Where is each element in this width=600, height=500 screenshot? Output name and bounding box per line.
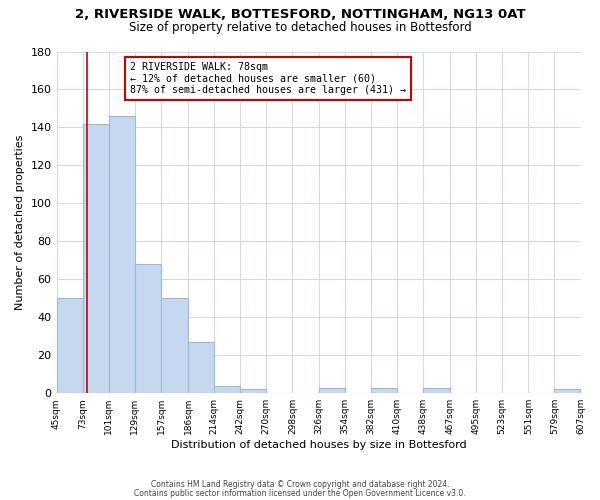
Bar bbox=[135, 264, 161, 393]
Bar bbox=[371, 388, 397, 393]
Bar bbox=[188, 342, 214, 393]
Bar bbox=[109, 116, 135, 393]
Bar bbox=[423, 388, 450, 393]
Y-axis label: Number of detached properties: Number of detached properties bbox=[15, 134, 25, 310]
Bar bbox=[214, 386, 240, 393]
Text: 2, RIVERSIDE WALK, BOTTESFORD, NOTTINGHAM, NG13 0AT: 2, RIVERSIDE WALK, BOTTESFORD, NOTTINGHA… bbox=[74, 8, 526, 20]
X-axis label: Distribution of detached houses by size in Bottesford: Distribution of detached houses by size … bbox=[171, 440, 466, 450]
Text: Size of property relative to detached houses in Bottesford: Size of property relative to detached ho… bbox=[128, 21, 472, 34]
Bar bbox=[56, 298, 83, 393]
Bar bbox=[83, 124, 109, 393]
Bar bbox=[161, 298, 188, 393]
Bar bbox=[319, 388, 344, 393]
Text: 2 RIVERSIDE WALK: 78sqm
← 12% of detached houses are smaller (60)
87% of semi-de: 2 RIVERSIDE WALK: 78sqm ← 12% of detache… bbox=[130, 62, 406, 95]
Text: Contains public sector information licensed under the Open Government Licence v3: Contains public sector information licen… bbox=[134, 489, 466, 498]
Bar bbox=[554, 390, 580, 393]
Text: Contains HM Land Registry data © Crown copyright and database right 2024.: Contains HM Land Registry data © Crown c… bbox=[151, 480, 449, 489]
Bar bbox=[240, 390, 266, 393]
